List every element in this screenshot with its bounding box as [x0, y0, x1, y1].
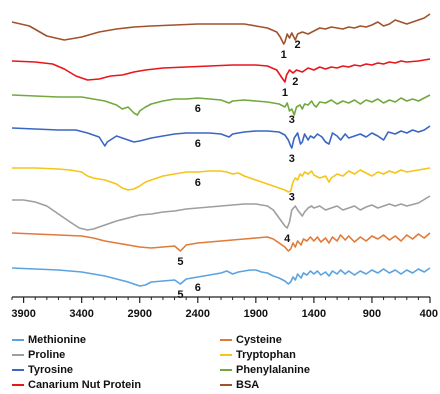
legend-swatch-cysteine [220, 338, 232, 341]
x-tick-label-3400: 3400 [69, 308, 93, 320]
legend-swatch-phenylalanine [220, 368, 232, 371]
peak-label-tyrosine-6: 6 [195, 138, 201, 150]
series-line-phenylalanine [11, 94, 431, 116]
x-tick-label-900: 900 [363, 308, 381, 320]
legend-label-bsa: BSA [236, 378, 260, 391]
legend-item-methionine: Methionine [12, 332, 220, 347]
peak-label-tyrosine-3: 3 [289, 153, 295, 165]
series-line-methionine [11, 267, 431, 287]
legend-swatch-tyrosine [12, 368, 24, 371]
x-tick-label-1400: 1400 [302, 308, 326, 320]
legend-item-canarium-nut-protein: Canarium Nut Protein [12, 377, 220, 392]
series-line-proline [12, 195, 431, 231]
peak-label-methionine-6: 6 [195, 282, 201, 294]
peak-label-methionine-5: 5 [177, 289, 183, 301]
peak-label-proline-4: 4 [284, 233, 291, 245]
legend-item-phenylalanine: Phenylalanine [220, 362, 428, 377]
series-line-canarium-nut-protein [11, 58, 431, 83]
peak-label-bsa-1: 1 [281, 49, 287, 61]
x-tick-label-3900: 3900 [11, 308, 35, 320]
x-tick-label-2400: 2400 [186, 308, 210, 320]
legend-label-tyrosine: Tyrosine [28, 363, 74, 376]
legend-swatch-methionine [12, 338, 24, 341]
legend-label-phenylalanine: Phenylalanine [236, 363, 310, 376]
series-line-tyrosine [11, 125, 431, 149]
series-line-cysteine [11, 232, 431, 252]
legend-item-bsa: BSA [220, 377, 428, 392]
peak-label-bsa-2: 2 [295, 39, 301, 51]
peak-label-tryptophan-3: 3 [289, 192, 295, 204]
series-layer [11, 13, 431, 287]
legend-item-tryptophan: Tryptophan [220, 347, 428, 362]
legend-label-tryptophan: Tryptophan [236, 348, 296, 361]
series-line-tryptophan [12, 167, 431, 193]
peak-label-cysteine-5: 5 [177, 256, 183, 268]
legend-swatch-tryptophan [220, 353, 232, 356]
legend-swatch-bsa [220, 383, 232, 386]
peak-label-canarium-nut-protein-1: 1 [282, 87, 288, 99]
x-tick-label-2900: 2900 [127, 308, 151, 320]
legend-label-methionine: Methionine [28, 333, 87, 346]
peak-label-canarium-nut-protein-2: 2 [292, 76, 298, 88]
series-line-bsa [11, 13, 431, 45]
legend-item-cysteine: Cysteine [220, 332, 428, 347]
legend-item-proline: Proline [12, 347, 220, 362]
peak-label-tryptophan-6: 6 [195, 177, 201, 189]
legend-swatch-canarium-nut-protein [12, 383, 24, 386]
legend-item-tyrosine: Tyrosine [12, 362, 220, 377]
legend-label-cysteine: Cysteine [236, 333, 282, 346]
peak-label-phenylalanine-3: 3 [289, 114, 295, 126]
legend-label-proline: Proline [28, 348, 66, 361]
x-tick-label-400: 400 [420, 308, 438, 320]
legend-label-canarium-nut-protein: Canarium Nut Protein [28, 378, 142, 391]
x-tick-label-1900: 1900 [244, 308, 268, 320]
x-axis: 3900 3400 2900 2400 1900 1400 900 400 [11, 296, 438, 320]
legend-swatch-proline [12, 353, 24, 356]
legend: Methionine Cysteine Proline Tryptophan T… [12, 332, 432, 392]
peak-label-phenylalanine-6: 6 [195, 103, 201, 115]
